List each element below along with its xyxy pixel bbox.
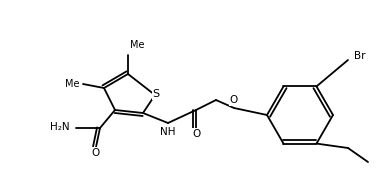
Text: NH: NH (160, 127, 176, 137)
Text: S: S (152, 89, 160, 99)
Text: O: O (193, 129, 201, 139)
Text: Me: Me (65, 79, 80, 89)
Text: O: O (230, 95, 238, 105)
Text: O: O (92, 148, 100, 158)
Text: Br: Br (354, 51, 365, 61)
Text: H₂N: H₂N (51, 122, 70, 132)
Text: Me: Me (130, 40, 145, 50)
